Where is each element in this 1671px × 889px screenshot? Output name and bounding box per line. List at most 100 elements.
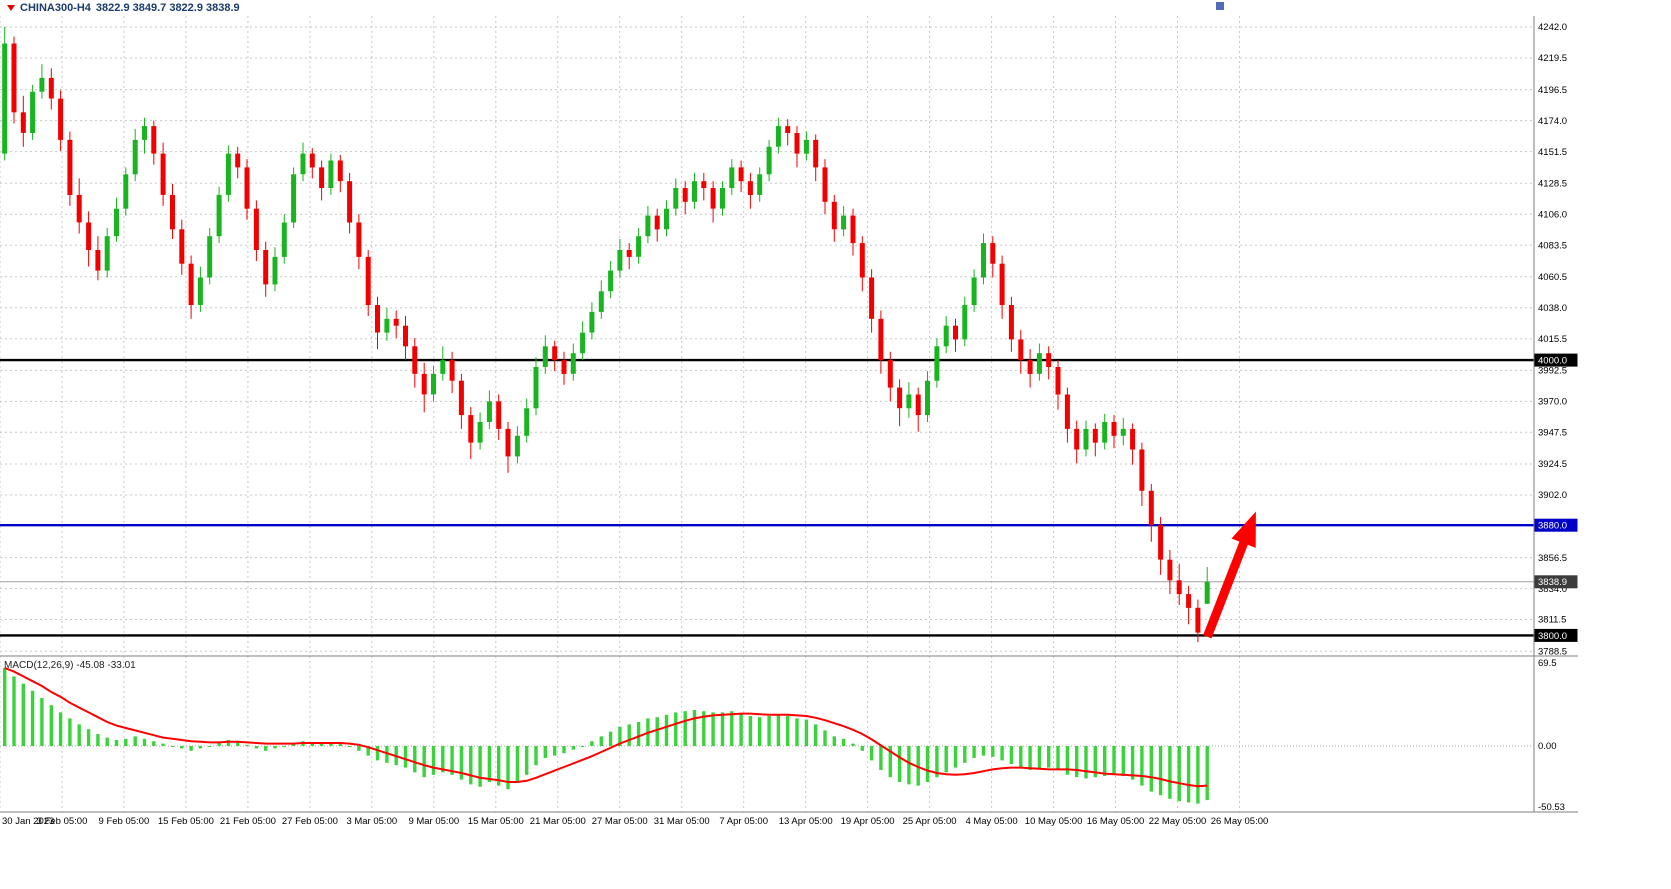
candle-body [962,305,968,340]
price-axis-label: 4038.0 [1538,303,1567,314]
candle-body [104,236,110,271]
candle-body [58,98,64,140]
candle-body [514,435,520,457]
price-axis-label: 3902.0 [1538,490,1567,501]
candle-body [775,126,781,147]
pane-separators [0,16,1578,813]
candle-body [682,188,688,202]
price-axis-label: 3947.5 [1538,428,1567,439]
candle-body [1064,394,1070,429]
candle-body [878,318,884,361]
candle-body [170,194,175,230]
candle-body [1120,428,1126,436]
candle-body [1148,490,1154,526]
chart-symbol-period: CHINA300-H4 [20,2,91,14]
candle-body [1158,525,1164,560]
candle-body [309,153,315,168]
candle-body [803,139,809,154]
macd-axis-label: 0.00 [1538,741,1557,752]
candle-body [86,222,92,250]
time-axis-label: 27 Mar 05:00 [592,816,648,827]
price-axis-label: 3856.5 [1538,553,1567,564]
candle-body [505,428,511,457]
time-grid [0,16,1240,812]
candle-body [2,43,8,154]
candle-body [943,325,949,347]
candle-body [244,167,250,209]
chart-title-bar: CHINA300-H4 3822.9 3849.7 3822.9 3838.9 [0,0,1671,16]
candle-body [673,188,679,209]
candle-body [1139,449,1145,491]
candle-body [458,380,464,416]
candle-body [524,408,530,436]
candle-body [48,77,54,99]
candle-body [887,360,893,388]
candle-body [766,146,772,175]
candle-body [981,243,986,278]
candle-body [328,160,334,188]
candle-body [915,394,921,416]
candle-body [30,91,36,133]
macd-label: MACD(12,26,9) -45.08 -33.01 [4,660,136,671]
candle-body [1046,353,1052,367]
candle-body [729,167,735,188]
candle-body [272,256,278,285]
candle-body [794,133,800,154]
candle-body [664,208,669,230]
candle-body [654,215,660,230]
svg-text:3880.0: 3880.0 [1538,521,1567,532]
time-axis-label: 30 Jan 2023 [2,816,54,827]
candle-body [440,360,446,374]
time-axis-label: 26 May 05:00 [1211,816,1269,827]
price-down-triangle-icon [7,5,15,11]
candle-body [747,181,753,195]
price-axis-label: 4174.0 [1538,116,1567,127]
candle-body [421,373,427,395]
price-grid: 4242.0 4219.5 4196.5 4174.0 4151.5 4128.5 4106… [0,22,1567,657]
chart-shift-marker[interactable] [1216,2,1224,10]
price-axis-label: 3992.5 [1538,366,1567,377]
candle-body [626,250,632,257]
candle-body [179,229,185,264]
candle-body [375,305,380,333]
candle-body [347,181,353,223]
candle-body [151,126,157,154]
time-axis-label: 10 May 05:00 [1025,816,1083,827]
candle-body [1102,422,1108,443]
candle-body [720,188,725,209]
price-axis-label: 4015.5 [1538,334,1567,345]
candle-body [1176,580,1182,595]
time-axis-label: 16 May 05:00 [1087,816,1145,827]
candle-body [645,215,651,237]
candle-body [235,153,241,168]
candle-body [608,270,614,292]
candle-body [160,153,166,195]
chart-svg[interactable]: 4242.0 4219.5 4196.5 4174.0 4151.5 4128.5 4106… [0,16,1578,832]
candle-body [39,77,45,92]
candle-body [1111,422,1117,436]
candle-body [281,222,287,257]
candle-body [617,250,623,271]
candle-body [431,373,436,395]
candle-body [123,174,129,209]
candle-body [757,174,763,195]
candle-body [580,332,586,354]
candle-body [841,215,847,230]
candle-body [822,167,828,202]
chart-canvas[interactable]: 4242.0 4219.5 4196.5 4174.0 4151.5 4128.5 4106… [0,16,1578,832]
buy-signal-arrow[interactable] [1203,511,1256,639]
macd-signal-line [4,667,1208,788]
candle-body [1055,367,1061,395]
candle-body [142,126,147,140]
candle-body [1008,305,1014,340]
candle-body [598,291,604,312]
candle-body [114,208,119,237]
candle-body [1083,428,1089,450]
candle-body [216,194,222,237]
candle-body [850,215,856,244]
price-axis-label: 3924.5 [1538,459,1567,470]
candle-body [570,353,576,374]
candle-body [11,43,17,113]
candle-body [533,367,539,409]
